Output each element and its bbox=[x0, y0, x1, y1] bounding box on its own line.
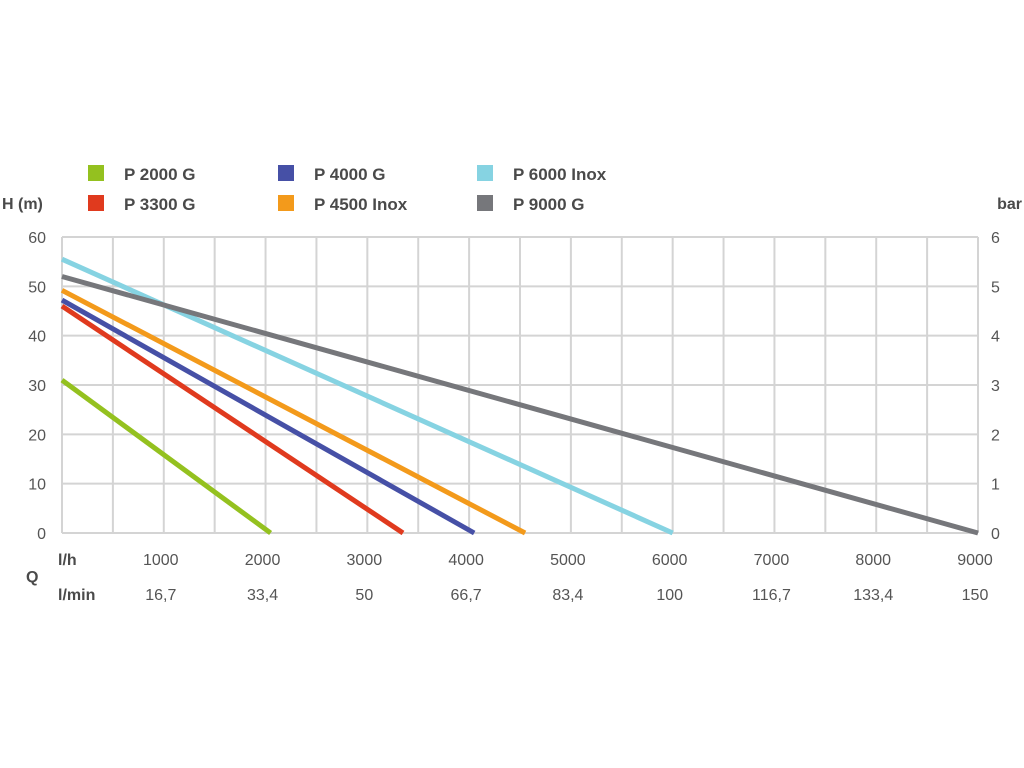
legend-swatch-p2000g bbox=[88, 165, 104, 181]
y-left-tick: 40 bbox=[28, 329, 46, 346]
x-tick-lh: 2000 bbox=[245, 552, 281, 569]
x-tick-lh: 4000 bbox=[448, 552, 484, 569]
x-ticks-lh: 1000 2000 3000 4000 5000 6000 7000 8000 … bbox=[143, 552, 993, 569]
x-tick-lh: 9000 bbox=[957, 552, 993, 569]
legend-item-p2000g: P 2000 G bbox=[88, 165, 196, 184]
x-axis-q-label: Q bbox=[26, 569, 38, 586]
series-line-p2000g bbox=[60, 378, 273, 536]
legend-swatch-p3300g bbox=[88, 195, 104, 211]
legend-swatch-p9000g bbox=[477, 195, 493, 211]
series-line-p9000g bbox=[61, 274, 979, 536]
x-tick-lmin: 150 bbox=[962, 587, 989, 604]
x-tick-lmin: 100 bbox=[656, 587, 683, 604]
series-line-p4500inox bbox=[60, 288, 527, 536]
y-right-tick: 2 bbox=[991, 427, 1000, 444]
y-left-tick: 20 bbox=[28, 427, 46, 444]
y-left-ticks: 0 10 20 30 40 50 60 bbox=[28, 230, 46, 543]
legend-label-p4000g: P 4000 G bbox=[314, 165, 386, 184]
y-right-tick: 6 bbox=[991, 230, 1000, 247]
x-tick-lh: 6000 bbox=[652, 552, 688, 569]
series-lines bbox=[60, 256, 979, 536]
legend-label-p3300g: P 3300 G bbox=[124, 195, 196, 214]
legend-item-p4500inox: P 4500 Inox bbox=[278, 195, 408, 214]
legend-label-p4500inox: P 4500 Inox bbox=[314, 195, 408, 214]
y-left-tick: 30 bbox=[28, 378, 46, 395]
y-left-tick: 10 bbox=[28, 477, 46, 494]
x-tick-lmin: 133,4 bbox=[853, 587, 893, 604]
x-tick-lh: 7000 bbox=[754, 552, 790, 569]
x-row-label-lmin: l/min bbox=[58, 587, 95, 604]
y-right-axis-label: bar bbox=[997, 196, 1022, 213]
x-tick-lh: 5000 bbox=[550, 552, 586, 569]
y-right-tick: 4 bbox=[991, 329, 1000, 346]
series-line-p4000g bbox=[60, 297, 476, 536]
x-tick-lmin: 33,4 bbox=[247, 587, 278, 604]
y-left-tick: 60 bbox=[28, 230, 46, 247]
y-right-tick: 3 bbox=[991, 378, 1000, 395]
y-left-axis-label: H (m) bbox=[2, 196, 43, 213]
series-line-p3300g bbox=[60, 304, 405, 536]
legend: P 2000 G P 3300 G P 4000 G P 4500 Inox P… bbox=[88, 165, 607, 214]
y-right-tick: 0 bbox=[991, 526, 1000, 543]
grid bbox=[61, 236, 979, 534]
y-right-tick: 1 bbox=[991, 477, 1000, 494]
legend-label-p6000inox: P 6000 Inox bbox=[513, 165, 607, 184]
legend-item-p9000g: P 9000 G bbox=[477, 195, 585, 214]
legend-item-p4000g: P 4000 G bbox=[278, 165, 386, 184]
legend-swatch-p4000g bbox=[278, 165, 294, 181]
legend-swatch-p6000inox bbox=[477, 165, 493, 181]
y-left-tick: 0 bbox=[37, 526, 46, 543]
legend-item-p6000inox: P 6000 Inox bbox=[477, 165, 607, 184]
x-tick-lmin: 50 bbox=[355, 587, 373, 604]
y-left-tick: 50 bbox=[28, 279, 46, 296]
x-tick-lmin: 83,4 bbox=[552, 587, 583, 604]
y-right-tick: 5 bbox=[991, 279, 1000, 296]
x-tick-lmin: 16,7 bbox=[145, 587, 176, 604]
x-tick-lh: 3000 bbox=[347, 552, 383, 569]
x-tick-lmin: 66,7 bbox=[451, 587, 482, 604]
legend-swatch-p4500inox bbox=[278, 195, 294, 211]
legend-label-p2000g: P 2000 G bbox=[124, 165, 196, 184]
legend-item-p3300g: P 3300 G bbox=[88, 195, 196, 214]
x-tick-lh: 8000 bbox=[855, 552, 891, 569]
x-ticks-lmin: 16,7 33,4 50 66,7 83,4 100 116,7 133,4 1… bbox=[145, 587, 988, 604]
legend-label-p9000g: P 9000 G bbox=[513, 195, 585, 214]
y-right-ticks: 0 1 2 3 4 5 6 bbox=[991, 230, 1000, 543]
x-row-label-lh: l/h bbox=[58, 552, 77, 569]
x-tick-lh: 1000 bbox=[143, 552, 179, 569]
x-tick-lmin: 116,7 bbox=[752, 587, 791, 604]
